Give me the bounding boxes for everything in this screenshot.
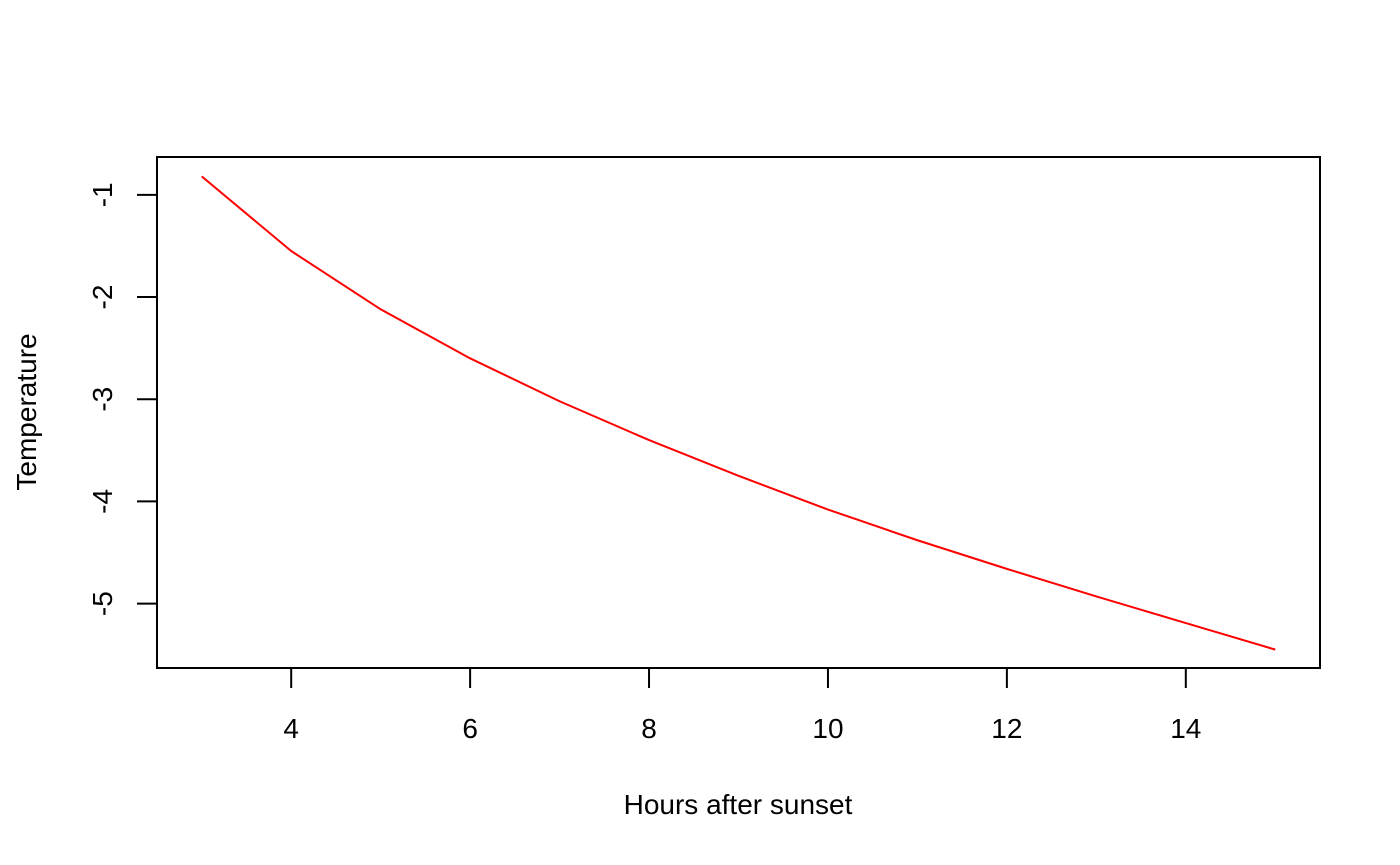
x-tick-label: 10 [812, 713, 843, 744]
y-tick-label: -2 [87, 285, 118, 310]
x-tick-label: 12 [991, 713, 1022, 744]
y-tick-label: -4 [87, 489, 118, 514]
series-layer [201, 175, 1276, 651]
y-tick-label: -5 [87, 591, 118, 616]
y-axis-title: Temperature [11, 333, 42, 490]
y-tick-label: -1 [87, 182, 118, 207]
x-tick-label: 4 [283, 713, 299, 744]
x-tick-label: 14 [1170, 713, 1201, 744]
x-axis-title: Hours after sunset [624, 789, 853, 820]
x-tick-label: 8 [641, 713, 657, 744]
x-axis: 4 6 8 10 12 14 [283, 667, 1201, 744]
y-axis: -1 -2 -3 -4 -5 [87, 182, 158, 616]
plot-frame [156, 156, 1321, 669]
x-tick-label: 6 [462, 713, 478, 744]
series-line [201, 175, 1276, 651]
y-tick-label: -3 [87, 387, 118, 412]
